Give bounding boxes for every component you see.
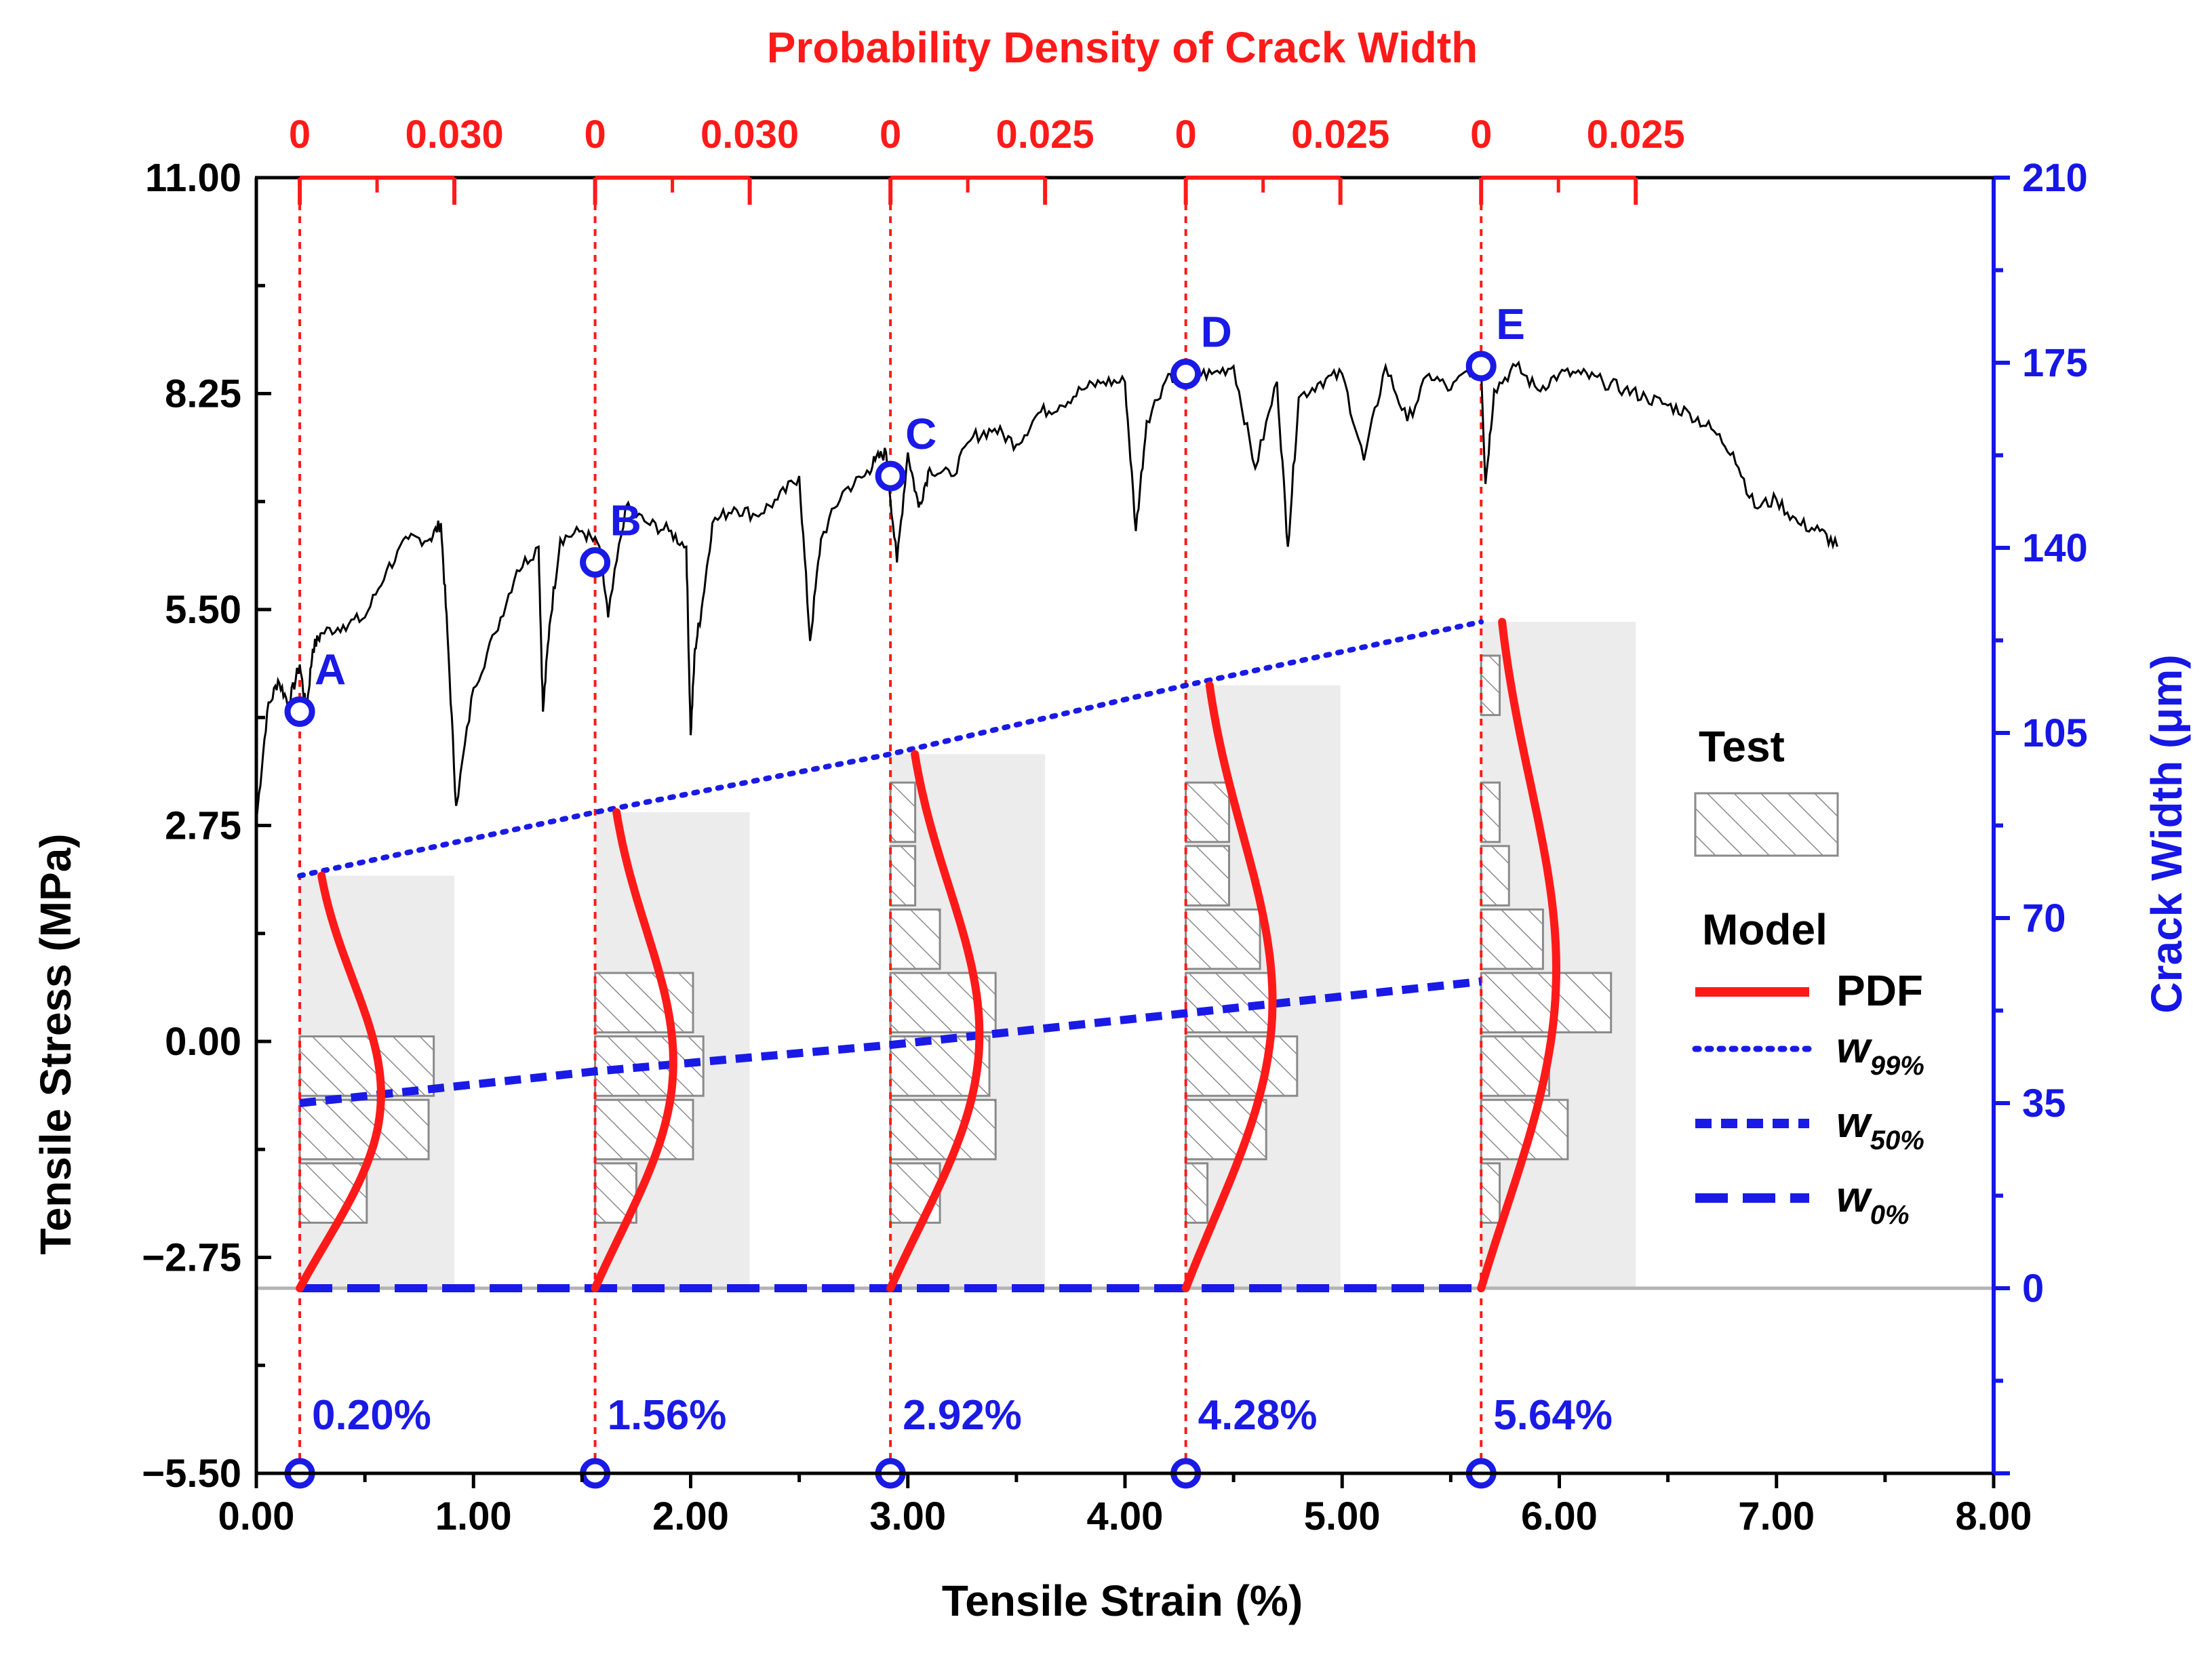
histogram-bar-E-1 xyxy=(1480,1162,1501,1224)
y-left-tick-label: 0.00 xyxy=(165,1020,241,1064)
y-right-tick-label: 140 xyxy=(2022,526,2088,570)
y-left-tick-label: −5.50 xyxy=(142,1452,241,1496)
y-right-tick-label: 70 xyxy=(2022,896,2066,940)
histogram-bar-C-7 xyxy=(889,781,917,843)
histogram-bar-D-7 xyxy=(1185,781,1231,843)
histogram-bar-E-6 xyxy=(1480,845,1510,907)
pdf-curve-C xyxy=(886,750,984,1292)
strain-label-B: 1.56% xyxy=(608,1392,727,1439)
histogram-bar-C-6 xyxy=(889,845,917,907)
top-axis-zero-label: 0 xyxy=(289,113,311,157)
histogram-bar-C-2 xyxy=(889,1098,997,1161)
legend-w50-label: w50% xyxy=(1836,1098,1924,1155)
y-left-tick-label: 8.25 xyxy=(165,372,241,416)
pdf-curve-A xyxy=(296,871,385,1292)
x-tick-label: 5.00 xyxy=(1304,1494,1381,1538)
histogram-bar-C-5 xyxy=(889,908,941,970)
histogram-bar-A-2 xyxy=(298,1098,430,1161)
point-label-C: C xyxy=(905,410,936,458)
y-left-tick-label: 5.50 xyxy=(165,588,241,632)
point-label-E: E xyxy=(1496,300,1525,348)
y-right-tick-label: 175 xyxy=(2022,341,2088,385)
pdf-curve-D xyxy=(1181,681,1277,1292)
strain-label-A: 0.20% xyxy=(312,1392,431,1439)
histogram-bar-E-9 xyxy=(1480,654,1501,717)
histogram-bar-E-3 xyxy=(1480,1035,1551,1097)
top-axis-title: Probability Density of Crack Width xyxy=(767,23,1478,72)
stress-marker-B xyxy=(580,547,611,578)
legend-test-title: Test xyxy=(1699,722,1785,771)
top-axis-max-label: 0.030 xyxy=(405,113,503,157)
legend-test-swatch xyxy=(1694,792,1839,857)
y-left-tick-label: −2.75 xyxy=(142,1236,241,1280)
legend-w0-label: w0% xyxy=(1836,1172,1910,1230)
stress-marker-E xyxy=(1465,351,1497,382)
y-right-tick-label: 0 xyxy=(2022,1267,2044,1311)
y-left-tick-label: 2.75 xyxy=(165,804,241,848)
w99-line xyxy=(297,619,1484,879)
histogram-bar-B-2 xyxy=(594,1098,694,1161)
top-axis-max-label: 0.030 xyxy=(700,113,799,157)
histogram-bar-B-4 xyxy=(594,972,694,1034)
top-axis-zero-label: 0 xyxy=(584,113,606,157)
top-axis-zero-label: 0 xyxy=(1175,113,1197,157)
y-axis-title-left: Tensile Stress (MPa) xyxy=(31,833,80,1254)
top-axis-zero-label: 0 xyxy=(1470,113,1492,157)
legend-model-title: Model xyxy=(1702,905,1828,954)
strain-label-E: 5.64% xyxy=(1493,1392,1613,1439)
top-axis-max-label: 0.025 xyxy=(996,113,1094,157)
x-tick-label: 0.00 xyxy=(218,1494,295,1538)
top-axis-max-label: 0.025 xyxy=(1291,113,1389,157)
point-label-B: B xyxy=(610,496,641,545)
x-tick-label: 4.00 xyxy=(1087,1494,1164,1538)
histogram-bar-D-5 xyxy=(1185,908,1261,970)
w50-line xyxy=(299,977,1482,1107)
stress-marker-C xyxy=(875,460,906,492)
data-layer: A 0.20% B 1.56% C 2.92% D 4.28% E 5.64% xyxy=(255,300,1838,1489)
top-axis-max-label: 0.025 xyxy=(1587,113,1685,157)
stress-marker-D xyxy=(1170,359,1202,390)
histogram-bar-D-6 xyxy=(1185,845,1231,907)
y-right-tick-label: 35 xyxy=(2022,1081,2066,1126)
histogram-bar-E-5 xyxy=(1480,908,1544,970)
x-axis-title: Tensile Strain (%) xyxy=(942,1576,1303,1625)
y-left-tick-label: 11.00 xyxy=(145,156,241,200)
pdf-curve-E xyxy=(1477,618,1561,1292)
histogram-bar-E-4 xyxy=(1480,972,1613,1034)
histogram-bar-D-3 xyxy=(1185,1035,1299,1097)
histogram-bar-E-7 xyxy=(1480,781,1501,843)
point-label-D: D xyxy=(1201,308,1232,357)
x-tick-label: 1.00 xyxy=(435,1494,512,1538)
point-label-A: A xyxy=(315,645,346,694)
legend-pdf-label: PDF xyxy=(1836,966,1923,1015)
legend-w99-label: w99% xyxy=(1836,1023,1924,1081)
x-tick-label: 3.00 xyxy=(869,1494,946,1538)
axes-layer: 11.008.255.502.750.00−2.75−5.500.00 1.00 2… xyxy=(142,113,2088,1538)
x-tick-label: 8.00 xyxy=(1956,1494,2032,1538)
y-right-tick-label: 105 xyxy=(2022,711,2088,755)
stress-marker-A xyxy=(284,696,315,728)
top-axis-zero-label: 0 xyxy=(880,113,901,157)
histogram-bar-A-3 xyxy=(298,1035,435,1097)
x-tick-label: 7.00 xyxy=(1738,1494,1815,1538)
legend: Test Model PDF w99% w50% w0% xyxy=(1692,722,1924,1230)
x-tick-label: 2.00 xyxy=(652,1494,729,1538)
strain-label-D: 4.28% xyxy=(1198,1392,1318,1439)
y-right-tick-label: 210 xyxy=(2022,156,2088,200)
stress-strain-curve xyxy=(255,359,1838,822)
strain-label-C: 2.92% xyxy=(903,1392,1022,1439)
x-tick-label: 6.00 xyxy=(1521,1494,1598,1538)
histogram-bar-D-1 xyxy=(1185,1162,1209,1224)
pdf-curve-B xyxy=(591,808,677,1292)
y-axis-title-right: Crack Width (μm) xyxy=(2142,654,2191,1013)
